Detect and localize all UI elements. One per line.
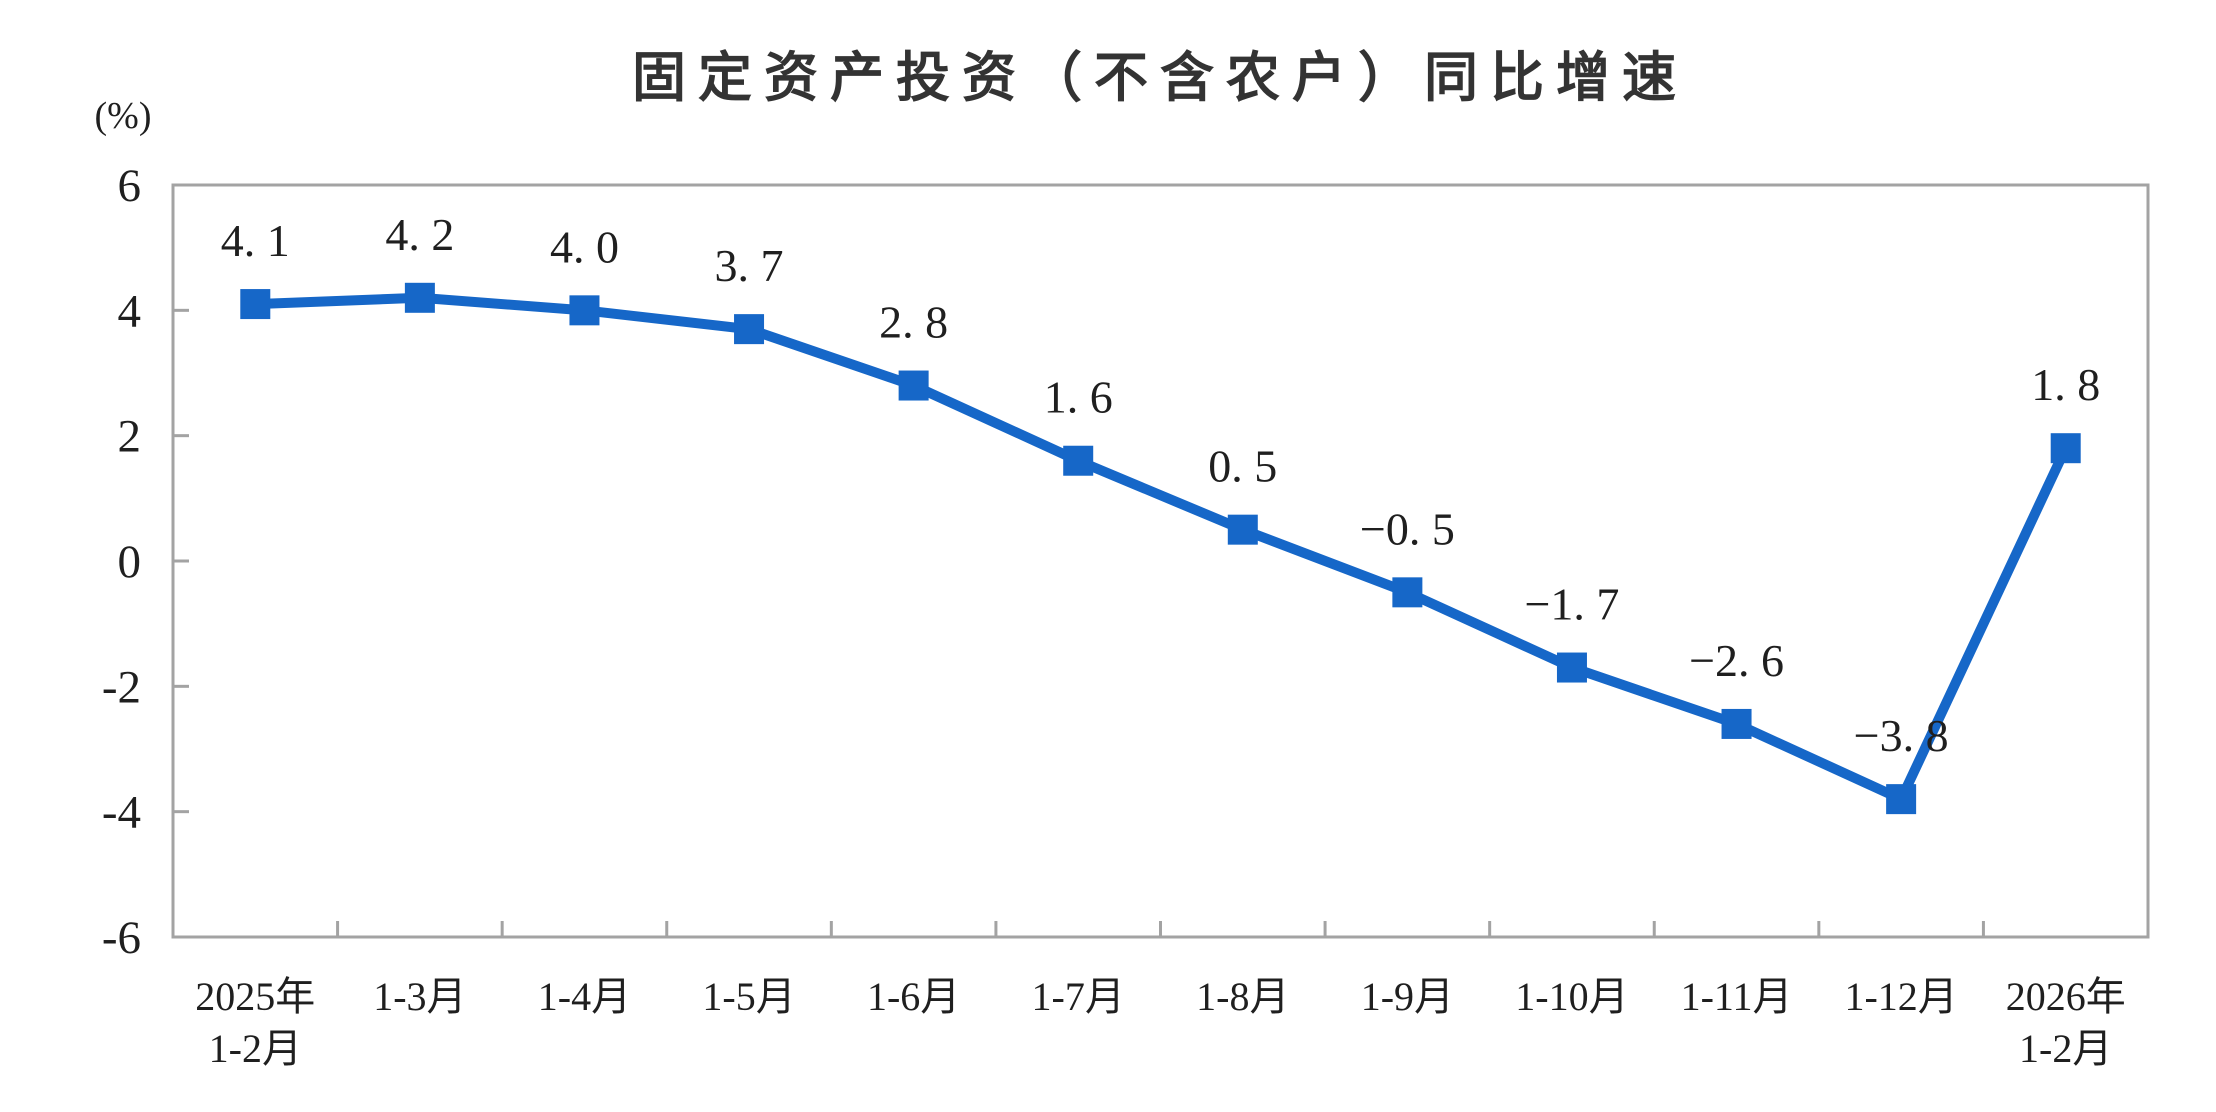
- data-point-label: −2. 6: [1689, 635, 1784, 686]
- data-point-marker: [2050, 433, 2081, 464]
- data-point-marker: [1392, 577, 1423, 608]
- y-tick-label: -6: [102, 912, 141, 964]
- data-point-marker: [1886, 784, 1917, 815]
- data-point-marker: [1227, 514, 1258, 545]
- data-point-label: 1. 6: [1044, 372, 1113, 423]
- data-point-marker: [569, 295, 600, 326]
- y-tick-label: 0: [118, 536, 142, 588]
- data-point-label: 0. 5: [1208, 441, 1277, 492]
- data-point-marker: [404, 282, 435, 313]
- x-tick-label: 2025年 1-2月: [195, 974, 315, 1071]
- data-point-label: −0. 5: [1360, 503, 1455, 554]
- x-tick-label: 1-8月: [1196, 974, 1289, 1019]
- data-point-marker: [898, 370, 929, 401]
- y-axis-unit-label: (%): [95, 95, 152, 137]
- data-point-label: −1. 7: [1524, 579, 1619, 630]
- x-tick-label: 2026年 1-2月: [2006, 974, 2126, 1071]
- chart-title: 固定资产投资（不含农户）同比增速: [632, 48, 1688, 108]
- y-tick-label: -4: [102, 787, 141, 839]
- x-tick-label: 1-11月: [1681, 974, 1793, 1019]
- y-tick-label: 2: [118, 411, 142, 463]
- data-point-label: 2. 8: [879, 297, 948, 348]
- series-line: [255, 292, 2071, 806]
- x-tick-label: 1-10月: [1515, 974, 1628, 1019]
- data-point-marker: [1063, 445, 1094, 476]
- data-point-label: 4. 2: [385, 209, 454, 260]
- x-tick-label: 1-7月: [1032, 974, 1125, 1019]
- data-point-label: 3. 7: [715, 240, 784, 291]
- y-tick-label: 4: [118, 285, 142, 337]
- x-tick-label: 1-4月: [538, 974, 631, 1019]
- x-tick-label: 1-5月: [702, 974, 795, 1019]
- data-point-marker: [734, 314, 765, 345]
- data-point-label: 4. 1: [221, 215, 290, 266]
- data-point-label: 1. 8: [2031, 359, 2100, 410]
- x-tick-label: 1-3月: [373, 974, 466, 1019]
- data-point-label: 4. 0: [550, 221, 619, 272]
- data-point-marker: [240, 289, 271, 320]
- y-tick-label: -2: [102, 661, 141, 713]
- plot-area: 6 4 2 0 -2 -4 -6 2025年 1-2月 1-3月 1-4月 1-5月 1-6月 1-7月 1…: [102, 160, 2150, 1071]
- data-point-marker: [1721, 708, 1752, 739]
- x-tick-label: 1-12月: [1844, 974, 1957, 1019]
- data-point-label: −3. 8: [1854, 710, 1949, 761]
- x-tick-label: 1-6月: [867, 974, 960, 1019]
- data-point-marker: [1556, 652, 1587, 683]
- x-tick-label: 1-9月: [1361, 974, 1454, 1019]
- y-tick-label: 6: [118, 160, 142, 212]
